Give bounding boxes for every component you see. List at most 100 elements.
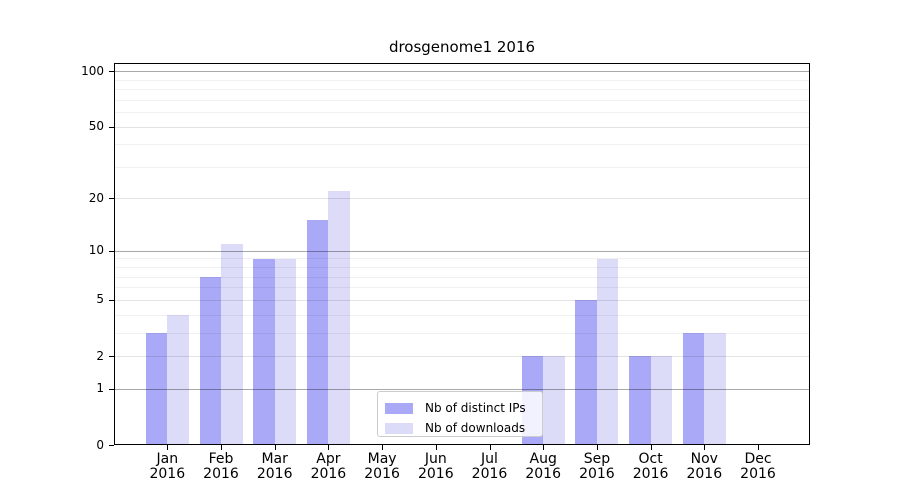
x-tick-month: Apr [316,451,341,467]
x-tick-month: Jul [481,451,498,467]
legend-swatch-distinct-ips-icon [385,402,413,414]
bar-distinct-ips [682,332,705,445]
x-tick-year: 2016 [632,466,669,482]
x-tick-year: 2016 [417,466,454,482]
x-tick-year: 2016 [256,466,293,482]
bar-downloads [274,258,297,445]
bar-distinct-ips [253,258,275,445]
bar-downloads [543,356,565,445]
x-tick-label: Dec 2016 [728,452,788,482]
chart-title: drosgenome1 2016 [388,38,536,56]
bar-downloads [596,258,619,445]
bar-distinct-ips [199,276,221,445]
x-tick-mark [489,445,491,450]
x-tick-month: Jan [156,451,179,467]
y-tick-mark [109,388,114,390]
x-tick-month: Aug [529,451,557,467]
gridline-minor [114,112,810,114]
x-tick-label: May 2016 [352,452,412,482]
x-tick-month: Oct [638,451,663,467]
gridline-minor [114,144,810,146]
bar-downloads [650,356,673,445]
x-tick-year: 2016 [579,466,615,482]
x-tick-year: 2016 [686,466,723,482]
x-tick-label: Aug 2016 [513,452,573,482]
x-tick-mark [543,445,545,450]
x-tick-mark [382,445,384,450]
y-tick-mark [109,250,114,252]
y-tick-mark [109,126,114,128]
x-tick-label: Jun 2016 [406,452,466,482]
legend-swatch-downloads-icon [385,422,413,434]
legend-label-distinct-ips: Nb of distinct IPs [425,401,526,415]
x-tick-label: Apr 2016 [298,452,358,482]
legend: Nb of distinct IPs Nb of downloads [377,391,543,437]
x-tick-year: 2016 [310,466,347,482]
x-tick-month: Feb [208,451,234,467]
x-tick-month: Sep [583,451,611,467]
y-tick-label: 0 [96,437,104,452]
plot-area [114,63,810,445]
x-tick-month: Dec [744,451,772,467]
y-tick-mark [109,71,114,73]
gridline-minor [114,99,810,101]
bar-distinct-ips [575,299,597,445]
x-tick-mark [274,445,276,450]
y-tick-mark [109,198,114,200]
y-tick-label: 2 [96,348,104,363]
x-tick-mark [758,445,759,450]
gridline-minor [114,267,810,269]
x-tick-year: 2016 [471,466,508,482]
y-tick-label: 5 [96,292,104,307]
x-tick-mark [328,445,330,450]
x-tick-mark [435,445,437,450]
gridline-minor [114,258,810,260]
y-tick-label: 1 [96,381,104,396]
x-tick-label: Jan 2016 [137,452,197,482]
x-tick-year: 2016 [740,466,776,482]
x-tick-label: Nov 2016 [674,452,734,482]
y-tick-label: 10 [88,243,104,258]
x-tick-label: Jul 2016 [460,452,520,482]
bar-downloads [167,314,189,445]
legend-item-downloads: Nb of downloads [385,418,542,438]
x-tick-mark [221,445,222,450]
bar-distinct-ips [306,220,329,445]
legend-item-distinct-ips: Nb of distinct IPs [385,398,542,418]
bar-distinct-ips [145,332,168,445]
y-tick-label: 20 [88,190,104,205]
gridline [114,198,810,200]
gridline [114,250,810,252]
x-tick-label: Feb 2016 [191,452,251,482]
y-tick-mark [109,356,114,357]
bar-distinct-ips [629,356,651,445]
x-tick-mark [650,445,652,450]
gridline-minor [114,79,810,81]
gridline-minor [114,166,810,168]
x-tick-month: Nov [690,451,718,467]
x-tick-label: Sep 2016 [567,452,627,482]
x-tick-label: Oct 2016 [621,452,681,482]
legend-label-downloads: Nb of downloads [425,421,526,435]
x-tick-month: Jun [424,451,447,467]
gridline [114,71,810,73]
gridline-minor [114,89,810,91]
x-tick-mark [167,445,169,450]
x-tick-year: 2016 [525,466,561,482]
x-tick-mark [704,445,706,450]
bar-downloads [221,243,243,445]
x-tick-year: 2016 [149,466,186,482]
x-tick-label: Mar 2016 [245,452,305,482]
y-tick-label: 50 [88,119,104,134]
x-tick-year: 2016 [364,466,400,482]
y-tick-mark [109,445,114,446]
x-tick-month: Mar [261,451,288,467]
x-tick-month: May [367,451,397,467]
gridline [114,126,810,128]
y-tick-mark [109,299,114,301]
y-tick-label: 100 [81,63,104,78]
bar-downloads [328,191,350,445]
x-tick-mark [596,445,598,450]
bar-downloads [704,332,726,445]
